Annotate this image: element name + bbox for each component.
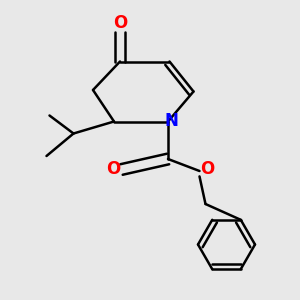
Text: O: O xyxy=(106,160,120,178)
Text: O: O xyxy=(200,160,214,178)
Text: O: O xyxy=(113,14,127,32)
Text: N: N xyxy=(164,112,178,130)
